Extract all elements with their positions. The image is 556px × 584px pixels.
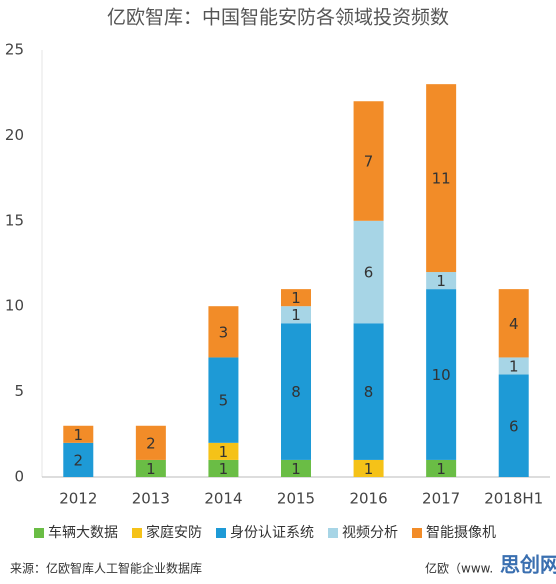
value-label: 2 <box>146 434 156 452</box>
bar-segment <box>208 357 239 443</box>
x-tick-label: 2015 <box>277 490 315 508</box>
bar-segment <box>281 306 311 324</box>
bar-segment <box>63 442 94 477</box>
bar-segment <box>426 272 457 290</box>
legend-label: 身份认证系统 <box>230 525 314 541</box>
y-tick-label: 15 <box>5 211 24 229</box>
value-label: 1 <box>291 306 301 324</box>
value-label: 8 <box>364 383 374 401</box>
x-tick-label: 2012 <box>59 490 97 508</box>
bar-segment <box>426 84 457 273</box>
value-label: 1 <box>74 426 84 444</box>
legend-label: 视频分析 <box>342 525 398 541</box>
bar-segment <box>353 459 384 477</box>
x-tick-label: 2014 <box>204 490 242 508</box>
value-label: 1 <box>436 272 446 290</box>
legend-swatch <box>412 528 422 538</box>
y-tick-label: 0 <box>14 468 24 486</box>
value-label: 8 <box>291 383 301 401</box>
legend-label: 家庭安防 <box>146 524 202 541</box>
value-label: 5 <box>219 392 229 410</box>
legend-swatch <box>132 528 142 538</box>
bar-segment <box>498 357 529 375</box>
value-label: 7 <box>364 153 374 171</box>
value-label: 1 <box>146 460 156 478</box>
value-label: 10 <box>432 366 451 384</box>
x-tick-label: 2013 <box>132 490 170 508</box>
bar-segment <box>426 289 457 460</box>
value-label: 6 <box>509 417 519 435</box>
y-tick-label: 10 <box>5 297 24 315</box>
bar-segment <box>281 323 311 460</box>
value-label: 11 <box>432 170 451 188</box>
value-label: 1 <box>291 289 301 307</box>
value-label: 2 <box>74 451 84 469</box>
x-tick-label: 2017 <box>422 490 460 508</box>
value-label: 1 <box>291 460 301 478</box>
x-tick-label: 2018H1 <box>484 490 543 508</box>
value-label: 1 <box>436 460 446 478</box>
y-tick-label: 20 <box>5 126 24 144</box>
x-tick-label: 2016 <box>349 490 387 508</box>
bar-segment <box>498 374 529 477</box>
value-label: 1 <box>509 357 519 375</box>
y-tick-label: 25 <box>5 41 24 59</box>
legend-swatch <box>328 528 338 538</box>
value-label: 1 <box>364 460 374 478</box>
value-label: 4 <box>509 315 519 333</box>
legend-label: 车辆大数据 <box>48 524 118 541</box>
legend-swatch <box>216 528 226 538</box>
bar-segment <box>281 459 311 477</box>
value-label: 6 <box>364 264 374 282</box>
bar-segment <box>498 289 529 358</box>
y-tick-label: 5 <box>14 382 24 400</box>
watermark: 思创网 <box>500 553 556 577</box>
bar-segment <box>208 306 239 358</box>
bar-segment <box>353 220 384 324</box>
value-label: 1 <box>219 443 229 461</box>
bar-segment <box>135 425 166 460</box>
bar-segment <box>208 442 239 460</box>
bar-segment <box>135 459 166 477</box>
bar-segment <box>281 289 311 307</box>
bar-segment <box>353 101 384 221</box>
bar-segment <box>353 323 384 460</box>
credit: 亿欧（www. <box>425 561 493 576</box>
bar-segment <box>63 425 94 443</box>
bar-segment <box>208 459 239 477</box>
bar-segment <box>426 459 457 477</box>
chart-title: 亿欧智库：中国智能安防各领域投资频数 <box>107 7 449 29</box>
value-label: 1 <box>219 460 229 478</box>
value-label: 3 <box>219 323 229 341</box>
legend-swatch <box>34 528 44 538</box>
legend-label: 智能摄像机 <box>426 525 496 541</box>
source: 来源：亿欧智库人工智能企业数据库 <box>10 561 202 576</box>
